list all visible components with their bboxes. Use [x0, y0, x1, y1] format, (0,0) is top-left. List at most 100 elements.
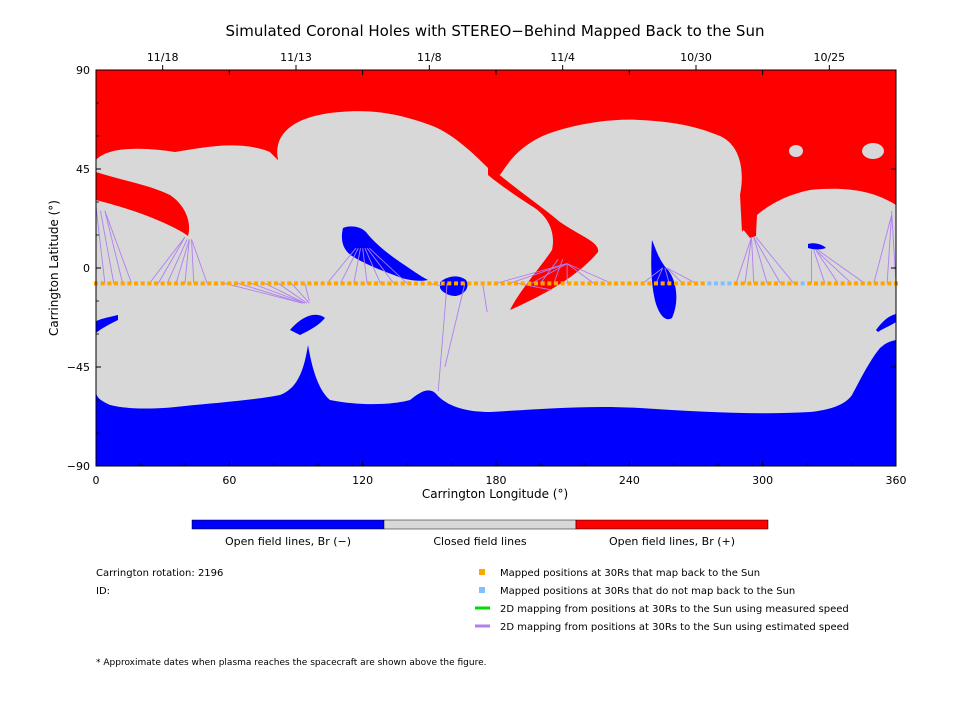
mapped-point [154, 281, 158, 286]
mapped-point [660, 281, 665, 286]
mapping-line [566, 263, 612, 284]
mapped-point [314, 281, 318, 286]
unmapped-point [727, 281, 732, 286]
legend-label-measured: 2D mapping from positions at 30Rs to the… [500, 604, 849, 615]
mapped-point [514, 281, 518, 286]
mapped-point [640, 281, 645, 286]
mapped-point [340, 281, 345, 286]
y-tick-label: 45 [76, 163, 90, 176]
mapped-point [240, 281, 245, 286]
mapped-point [840, 281, 845, 286]
date-axis-ticks: 11/18 11/13 11/8 11/4 10/30 10/25 [147, 51, 845, 70]
mapped-point [807, 281, 812, 286]
y-tick-label: 90 [76, 64, 90, 77]
x-tick-label: 0 [93, 474, 100, 487]
mapping-line [238, 282, 303, 304]
mapped-point [587, 281, 592, 286]
mapping-line [224, 282, 303, 304]
mapped-point [360, 281, 365, 286]
mapped-point [374, 281, 378, 286]
mapping-line [340, 247, 359, 284]
mapped-point [127, 281, 132, 286]
mapped-point [107, 281, 112, 286]
mapped-point [540, 281, 545, 286]
mapped-point [180, 281, 185, 286]
mapping-line [104, 210, 132, 284]
mapping-line [553, 259, 564, 284]
mapped-point [787, 281, 792, 286]
mapped-point [827, 281, 832, 286]
mapped-point [434, 281, 438, 286]
mapped-point [467, 281, 472, 286]
colorbar-closed [383, 519, 577, 530]
mapped-point [734, 281, 738, 286]
mapping-line [642, 267, 663, 284]
mapped-point [287, 281, 292, 286]
mapping-line [482, 283, 488, 313]
mapping-line [326, 247, 357, 284]
mapped-point [760, 281, 765, 286]
mapping-line [873, 215, 892, 284]
y-tick-label: 0 [83, 262, 90, 275]
mapped-point [294, 281, 298, 286]
mapped-point [354, 281, 358, 286]
mapping-line [437, 283, 448, 392]
mapped-point [767, 281, 772, 286]
colorbar-label-negative: Open field lines, Br (−) [225, 535, 351, 548]
legend-label-mapped: Mapped positions at 30Rs that map back t… [500, 568, 760, 579]
mapping-line [444, 283, 466, 368]
closed-island-2 [862, 143, 884, 159]
y-axis-ticks: 90 45 0 −45 −90 [67, 64, 896, 473]
mapped-point [554, 281, 558, 286]
footnote: * Approximate dates when plasma reaches … [96, 658, 487, 668]
mapping-line [753, 237, 768, 284]
mapping-line [886, 215, 893, 284]
positive-intrusions [96, 148, 763, 310]
colorbar-label-closed: Closed field lines [433, 535, 527, 548]
mapping-line [291, 283, 310, 304]
mapped-point [414, 281, 418, 286]
mapped-point [100, 281, 105, 286]
mapping-line [817, 250, 866, 284]
date-tick-label: 10/25 [813, 51, 845, 64]
mapping-line [753, 236, 781, 284]
mapping-line [264, 282, 306, 304]
mapped-point [367, 281, 372, 286]
mapped-point [774, 281, 778, 286]
mapped-point [507, 281, 512, 286]
date-tick-label: 11/4 [550, 51, 575, 64]
mapped-point [480, 281, 485, 286]
mapping-line [191, 239, 195, 284]
mapped-point [887, 281, 892, 286]
date-tick-label: 11/13 [280, 51, 312, 64]
mapped-point [147, 281, 152, 286]
unmapped-point [714, 281, 718, 286]
mapped-point [667, 281, 672, 286]
y-tick-label: −90 [67, 460, 90, 473]
mapped-point [280, 281, 285, 286]
mapped-point [647, 281, 652, 286]
mapped-point [447, 281, 452, 286]
mapped-point [307, 281, 312, 286]
mapped-point [420, 281, 425, 286]
mapped-points [94, 281, 898, 286]
mapped-point [247, 281, 252, 286]
mapped-point [320, 281, 325, 286]
mapped-point [814, 281, 818, 286]
mapped-point [847, 281, 852, 286]
mapping-line [157, 236, 186, 284]
mapped-point [520, 281, 525, 286]
mapping-line [364, 248, 381, 284]
mapping-line [100, 210, 115, 284]
mapped-point [214, 281, 218, 286]
mapped-point [260, 281, 265, 286]
mapped-point [454, 281, 458, 286]
mapped-point [494, 281, 498, 286]
mapped-point [854, 281, 858, 286]
y-tick-label: −45 [67, 361, 90, 374]
mapped-point [220, 281, 225, 286]
x-tick-label: 180 [486, 474, 507, 487]
mapped-point [567, 281, 572, 286]
legend-marker-not-mapped [479, 587, 485, 593]
